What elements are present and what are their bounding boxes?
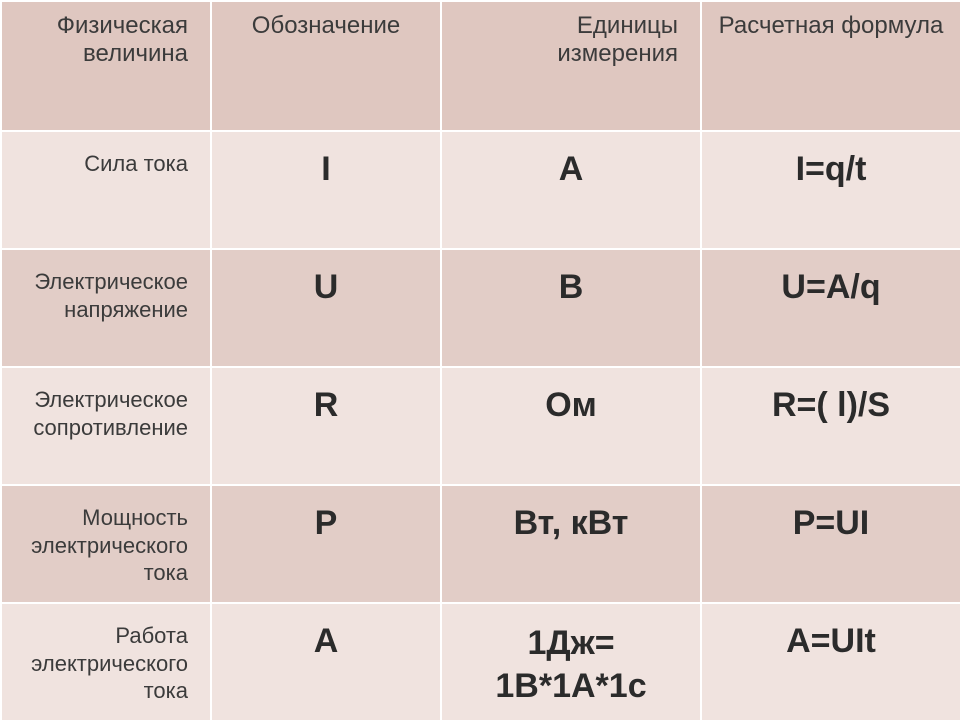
cell-symbol: I <box>211 131 441 249</box>
cell-quantity: Электрическое сопротивление <box>1 367 211 485</box>
cell-symbol: R <box>211 367 441 485</box>
cell-unit: Ом <box>441 367 701 485</box>
table-body: Сила токаIАI=q/tЭлектрическое напряжение… <box>1 131 960 720</box>
cell-quantity: Работа электрического тока <box>1 603 211 720</box>
cell-symbol: U <box>211 249 441 367</box>
col-header-formula: Расчетная формула <box>701 1 960 131</box>
col-header-quantity: Физическая величина <box>1 1 211 131</box>
table-header: Физическая величина Обозначение Единицы … <box>1 1 960 131</box>
cell-quantity: Мощность электрического тока <box>1 485 211 603</box>
cell-quantity: Сила тока <box>1 131 211 249</box>
table-row: Сила токаIАI=q/t <box>1 131 960 249</box>
cell-unit: Вт, кВт <box>441 485 701 603</box>
col-header-symbol: Обозначение <box>211 1 441 131</box>
table-row: Мощность электрического токаPВт, кВтP=UI <box>1 485 960 603</box>
table-row: Электрическое сопротивлениеRОмR=( l)/S <box>1 367 960 485</box>
cell-formula: I=q/t <box>701 131 960 249</box>
cell-unit: А <box>441 131 701 249</box>
cell-unit: В <box>441 249 701 367</box>
cell-symbol: A <box>211 603 441 720</box>
table-row: Электрическое напряжениеUВU=A/q <box>1 249 960 367</box>
physics-table: Физическая величина Обозначение Единицы … <box>0 0 960 720</box>
cell-quantity: Электрическое напряжение <box>1 249 211 367</box>
col-header-unit: Единицы измерения <box>441 1 701 131</box>
cell-formula: A=UIt <box>701 603 960 720</box>
cell-symbol: P <box>211 485 441 603</box>
cell-formula: R=( l)/S <box>701 367 960 485</box>
cell-formula: P=UI <box>701 485 960 603</box>
cell-formula: U=A/q <box>701 249 960 367</box>
table-row: Работа электрического токаA1Дж=1В*1А*1сA… <box>1 603 960 720</box>
cell-unit: 1Дж=1В*1А*1с <box>441 603 701 720</box>
